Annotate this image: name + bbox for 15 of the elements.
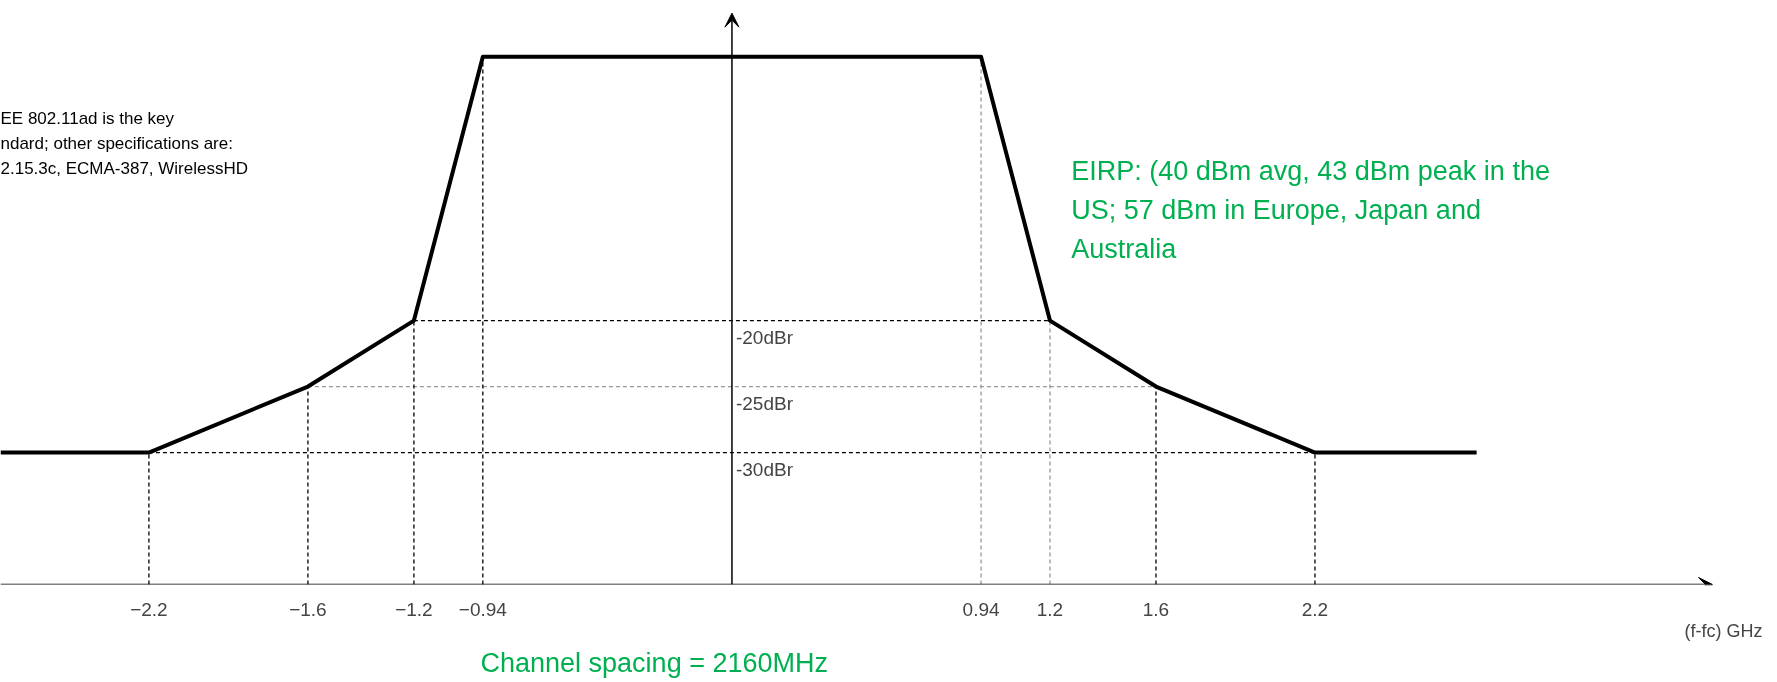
x-tick-label: −2.2 xyxy=(130,598,168,620)
annotation: EIRP: (40 dBm avg, 43 dBm peak in the US; 57 dBm in Europe, Japan and Australia xyxy=(1071,155,1550,264)
x-tick-label: −1.2 xyxy=(395,598,433,620)
x-tick-label: 1.6 xyxy=(1142,598,1170,620)
x-tick-label: −1.6 xyxy=(289,598,327,620)
x-tick-label: 0.94 xyxy=(962,598,1000,620)
text: Channel spacing = 2160MHz xyxy=(480,647,828,678)
y-tick-label: -20dBr xyxy=(735,326,794,348)
y-tick-label: -25dBr xyxy=(735,392,794,414)
x-tick-label: 1.2 xyxy=(1036,598,1064,620)
y-tick-label: -30dBr xyxy=(735,458,794,480)
x-axis-title: (f-fc) GHz xyxy=(1684,620,1763,641)
annotation: EE 802.11ad is the key ndard; other specifications are: 2.15.3c, ECMA-387, WirelessHD xyxy=(0,109,249,178)
x-tick-label: 2.2 xyxy=(1301,598,1329,620)
x-tick-label: −0.94 xyxy=(458,598,508,620)
